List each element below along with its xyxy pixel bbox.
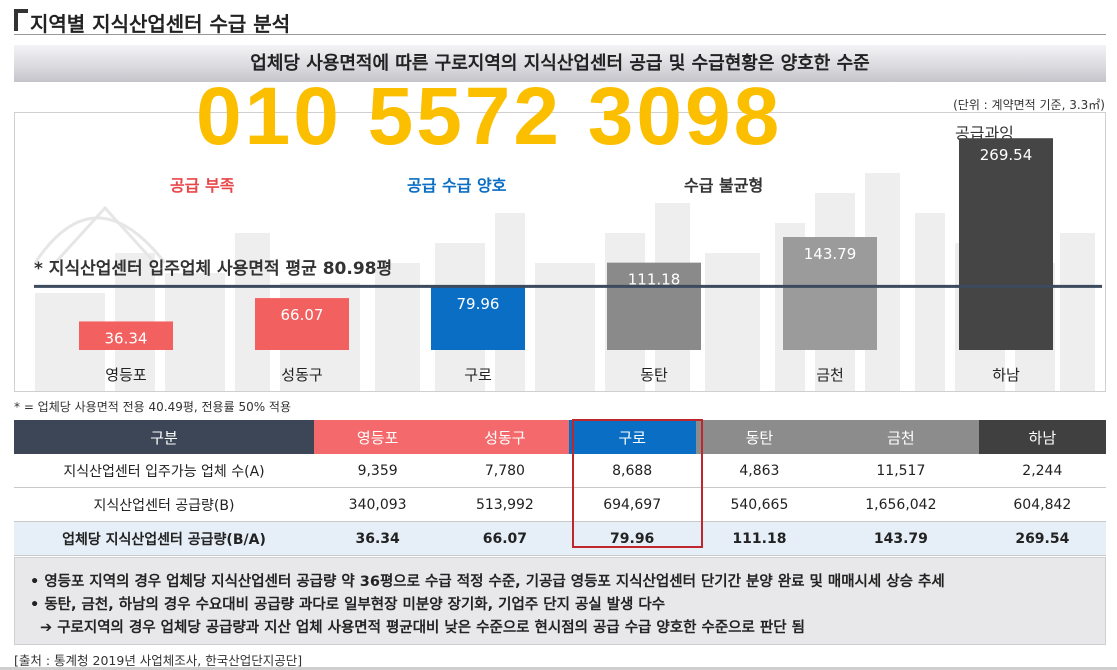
bar-성동구 <box>255 298 349 350</box>
row-label: 업체당 지식산업센터 공급량(B/A) <box>14 521 314 556</box>
bar-금천 <box>783 237 877 350</box>
bar-value-label: 269.54 <box>980 146 1033 164</box>
summary-box <box>14 557 1106 645</box>
table-cell: 66.07 <box>441 521 569 556</box>
category-label: 하남 <box>992 366 1020 384</box>
bar-value-label: 143.79 <box>804 245 857 263</box>
zone-label-imbalance: 수급 불균형 <box>684 176 764 195</box>
table-cell: 4,863 <box>695 454 824 488</box>
guro-column-highlight <box>572 419 703 548</box>
table-row-highlight: 업체당 지식산업센터 공급량(B/A) 36.34 66.07 79.96 11… <box>14 521 1106 556</box>
table-row: 지식산업센터 입주가능 업체 수(A) 9,359 7,780 8,688 4,… <box>14 454 1106 488</box>
table-cell: 1,656,042 <box>823 487 979 522</box>
unit-note: (단위 : 계약면적 기준, 3.3㎡) <box>953 98 1105 112</box>
table-header-region: 영등포 <box>314 420 442 454</box>
phone-number-overlay: 010 5572 3098 <box>196 71 783 162</box>
summary-line-2: • 동탄, 금천, 하남의 경우 수요대비 공급량 과다로 일부현장 미분양 장… <box>30 597 666 613</box>
table-cell: 111.18 <box>695 521 824 556</box>
bar-value-label: 111.18 <box>628 271 681 289</box>
category-label: 동탄 <box>640 366 668 384</box>
table-cell: 604,842 <box>978 487 1106 522</box>
title-bracket-mark <box>14 9 28 31</box>
table-cell: 11,517 <box>823 454 979 488</box>
table-header-row: 구분 영등포 성동구 구로 동탄 금천 하남 <box>14 420 1106 454</box>
bar-chart: 36.34 영등포 66.07 성동구 79.96 구로 111.18 동탄 143.79 금천 2… <box>34 138 1102 384</box>
table-cell: 7,780 <box>441 454 569 488</box>
row-label: 지식산업센터 공급량(B) <box>14 487 314 522</box>
area-footnote: * = 업체당 사용면적 전용 40.49평, 전용률 50% 적용 <box>14 400 292 414</box>
bottom-divider <box>0 667 1117 670</box>
table-row: 지식산업센터 공급량(B) 340,093 513,992 694,697 54… <box>14 487 1106 522</box>
page-title: 지역별 지식산업센터 수급 분석 <box>30 12 291 36</box>
summary-line-3: ➔ 구로지역의 경우 업체당 공급량과 지산 업체 사용면적 평균대비 낮은 수… <box>40 620 805 636</box>
zone-label-good: 공급 수급 양호 <box>407 176 507 195</box>
table-cell: 540,665 <box>695 487 824 522</box>
source-note: [출처 : 통계청 2019년 사업체조사, 한국산업단지공단] <box>14 653 303 668</box>
bar-영등포 <box>79 321 173 350</box>
table-cell: 513,992 <box>441 487 569 522</box>
table-header-region: 구로 <box>568 420 696 454</box>
average-line-label: * 지식산업센터 입주업체 사용면적 평균 80.98평 <box>34 259 393 279</box>
table-cell: 694,697 <box>568 487 696 522</box>
supply-table: 구분 영등포 성동구 구로 동탄 금천 하남 지식산업센터 입주가능 업체 수(… <box>14 420 1106 556</box>
category-label: 금천 <box>816 366 844 384</box>
table-cell: 79.96 <box>568 521 696 556</box>
category-label: 영등포 <box>105 366 147 384</box>
table-cell: 36.34 <box>314 521 442 556</box>
table-cell: 2,244 <box>978 454 1106 488</box>
headline-banner: 업체당 사용면적에 따른 구로지역의 지식산업센터 공급 및 수급현황은 양호한… <box>14 45 1106 82</box>
category-label: 성동구 <box>281 366 322 384</box>
bar-하남 <box>959 138 1053 350</box>
table-header-region: 금천 <box>823 420 979 454</box>
zone-label-shortage: 공급 부족 <box>170 176 235 195</box>
table-header-category: 구분 <box>14 420 314 454</box>
bar-동탄 <box>607 262 701 350</box>
title-divider <box>14 34 1106 35</box>
table-cell: 340,093 <box>314 487 442 522</box>
table-header-region: 동탄 <box>695 420 824 454</box>
table-cell: 143.79 <box>823 521 979 556</box>
bar-value-label: 79.96 <box>457 295 500 313</box>
table-header-region: 성동구 <box>441 420 569 454</box>
table-header-region: 하남 <box>978 420 1106 454</box>
table-cell: 269.54 <box>978 521 1106 556</box>
bar-구로 <box>431 287 525 350</box>
summary-line-1: • 영등포 지역의 경우 업체당 지식산업센터 공급량 약 36평으로 수급 적… <box>30 574 945 590</box>
category-label: 구로 <box>464 366 492 384</box>
bar-value-label: 36.34 <box>105 329 148 347</box>
bar-value-label: 66.07 <box>281 306 324 324</box>
table-cell: 9,359 <box>314 454 442 488</box>
row-label: 지식산업센터 입주가능 업체 수(A) <box>14 454 314 488</box>
table-cell: 8,688 <box>568 454 696 488</box>
